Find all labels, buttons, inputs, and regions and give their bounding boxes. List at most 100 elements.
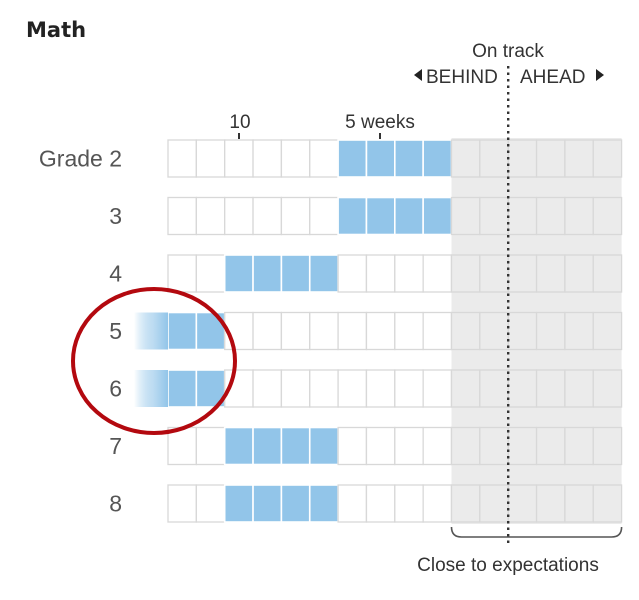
filled-cell [422,139,453,178]
empty-cell [564,139,594,178]
tick-label-10: 10 [229,112,250,133]
empty-cell [450,484,481,523]
empty-cell [592,196,623,236]
empty-cell [507,254,538,293]
empty-cell [422,369,453,408]
empty-cell [592,254,623,293]
empty-cell [479,311,509,351]
on-track-label: On track [472,41,544,62]
filled-cell [280,484,311,523]
empty-cell [195,139,226,178]
grade-row: 6 [109,369,623,408]
highlight-circle [71,287,237,435]
grade-label: 6 [109,376,122,402]
behind-arrow-icon [414,69,422,81]
empty-cell [564,426,594,466]
empty-cell [252,139,283,178]
empty-cell [365,426,396,466]
filled-cell [422,196,453,236]
filled-cell [223,426,254,466]
grade-row: 4 [109,254,623,293]
ahead-arrow-icon [596,69,604,81]
empty-cell [195,196,226,236]
empty-cell [592,139,623,178]
empty-cell [280,369,311,408]
filled-cell [280,254,311,293]
grade-label: 3 [109,203,122,229]
empty-cell [252,311,283,351]
empty-cell [479,426,509,466]
empty-cell [535,311,566,351]
empty-cell [167,254,198,293]
empty-cell [195,254,226,293]
filled-cell [365,139,396,178]
filled-cell [308,426,339,466]
grade-row: 8 [109,484,623,523]
grade-label: 7 [109,433,122,459]
empty-cell [535,254,566,293]
empty-cell [450,196,481,236]
empty-cell [422,484,453,523]
empty-cell [309,139,339,178]
empty-cell [224,139,254,178]
tick-label-5-weeks: 5 weeks [345,112,415,133]
empty-cell [195,484,226,523]
empty-cell [394,254,424,293]
empty-cell [337,369,368,408]
empty-cell [450,426,481,466]
empty-cell [167,196,198,236]
empty-cell [592,369,623,408]
empty-cell [365,369,396,408]
empty-cell [394,484,424,523]
ahead-label: AHEAD [520,67,585,88]
empty-cell [195,426,226,466]
empty-cell [252,369,283,408]
close-to-expectations-bracket [450,526,623,538]
empty-cell [450,139,481,178]
empty-cell [309,369,339,408]
empty-cell [479,139,509,178]
empty-cell [280,196,311,236]
filled-cell [393,139,424,178]
empty-cell [280,311,311,351]
empty-cell [507,369,538,408]
chart-title: Math [26,18,86,42]
empty-cell [450,311,481,351]
empty-cell [592,484,623,523]
empty-cell [309,196,339,236]
filled-cell [393,196,424,236]
filled-cell [252,254,283,293]
grade-row: 7 [109,426,623,466]
empty-cell [337,426,368,466]
empty-cell [280,139,311,178]
empty-cell [479,484,509,523]
filled-cell [252,426,283,466]
filled-cell [337,196,368,236]
empty-cell [394,311,424,351]
empty-cell [167,139,198,178]
empty-cell [507,484,538,523]
empty-cell [365,254,396,293]
empty-cell [224,196,254,236]
grade-label: 8 [109,491,122,517]
grade-label: 4 [109,261,122,287]
filled-cell [308,254,339,293]
empty-cell [479,369,509,408]
filled-cell [167,369,198,408]
empty-cell [450,369,481,408]
empty-cell [394,426,424,466]
empty-cell [564,369,594,408]
empty-cell [479,254,509,293]
behind-label: BEHIND [426,67,498,88]
empty-cell [592,311,623,351]
empty-cell [564,311,594,351]
empty-cell [479,196,509,236]
empty-cell [535,196,566,236]
grade-label: Grade 2 [39,146,122,172]
empty-cell [422,311,453,351]
empty-cell [252,196,283,236]
empty-cell [535,484,566,523]
empty-cell [507,426,538,466]
filled-cell [223,484,254,523]
